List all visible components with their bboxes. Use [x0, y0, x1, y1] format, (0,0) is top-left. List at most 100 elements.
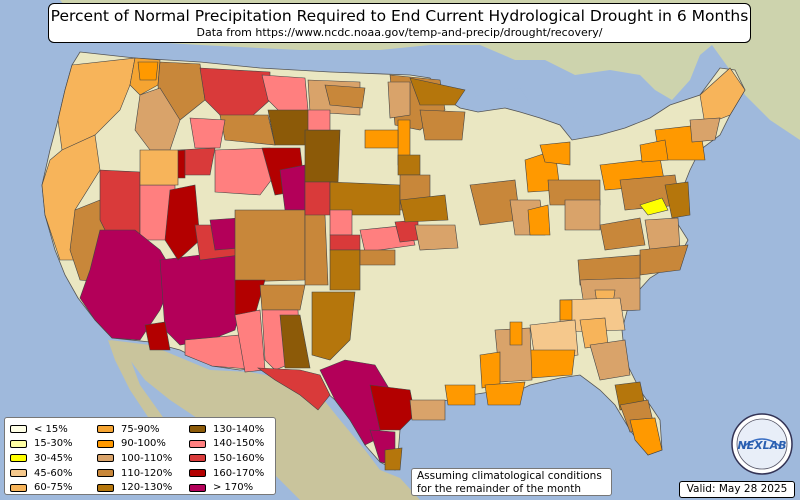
legend-item: 45-60% [10, 466, 73, 481]
region [189, 117, 226, 149]
note-box: Assuming climatological conditions for t… [411, 468, 612, 496]
legend-swatch [10, 425, 27, 434]
region [384, 447, 403, 471]
region [256, 367, 331, 411]
legend-item: 75-90% [97, 422, 172, 437]
region [214, 147, 276, 196]
legend-swatch [10, 439, 27, 448]
legend-item: < 15% [10, 422, 73, 437]
legend-swatch [189, 439, 206, 448]
legend-label: 150-160% [213, 452, 265, 464]
region [409, 77, 466, 106]
legend-item: 130-140% [189, 422, 264, 437]
region [304, 209, 329, 286]
region [304, 129, 341, 183]
legend-label: 130-140% [213, 423, 265, 435]
region [564, 199, 601, 231]
region [664, 181, 691, 219]
legend-label: 90-100% [121, 438, 166, 450]
note-line-1: Assuming climatological conditions [417, 470, 602, 482]
region [324, 84, 366, 109]
region [639, 139, 669, 163]
legend-swatch [189, 469, 206, 478]
legend-label: 120-130% [121, 482, 173, 494]
region [484, 381, 526, 406]
logo-text: NEXLAB [737, 439, 786, 452]
drought-regions [41, 57, 746, 471]
region [79, 229, 176, 341]
region [599, 217, 646, 251]
legend-column-2: 75-90% 90-100% 100-110% 110-120% 120-130% [97, 422, 172, 495]
region [639, 197, 669, 216]
legend-swatch [97, 425, 114, 434]
region [359, 249, 396, 266]
legend-column-1: < 15% 15-30% 30-45% 45-60% 60-75% [10, 422, 73, 495]
region [304, 181, 331, 216]
legend-item: 100-110% [97, 451, 172, 466]
legend-swatch [189, 454, 206, 463]
legend-swatch [97, 454, 114, 463]
legend-item: 90-100% [97, 437, 172, 452]
legend-label: 60-75% [34, 482, 73, 494]
region [41, 134, 101, 261]
legend-item: 160-170% [189, 466, 264, 481]
note-line-2: for the remainder of the month [417, 482, 582, 495]
legend-swatch [189, 483, 206, 492]
legend-swatch [10, 469, 27, 478]
legend-item: 30-45% [10, 451, 73, 466]
region [444, 384, 476, 406]
region [409, 399, 446, 421]
region [589, 339, 631, 381]
region [559, 297, 626, 333]
region [139, 149, 179, 186]
region [399, 194, 449, 223]
region [144, 321, 171, 351]
legend-label: 160-170% [213, 467, 265, 479]
legend-swatch [10, 454, 27, 463]
legend-label: 15-30% [34, 438, 73, 450]
title-box: Percent of Normal Precipitation Required… [48, 3, 751, 43]
region [219, 114, 276, 146]
legend-label: > 170% [213, 482, 254, 494]
region [329, 209, 353, 236]
region [387, 81, 411, 119]
legend-label: 100-110% [121, 452, 173, 464]
legend-label: 45-60% [34, 467, 73, 479]
legend-swatch [97, 483, 114, 492]
legend-swatch [97, 439, 114, 448]
region [307, 109, 331, 131]
legend-label: 30-45% [34, 452, 73, 464]
nexlab-logo: NEXLAB [731, 413, 793, 475]
region [159, 249, 246, 346]
region [364, 129, 399, 149]
region [419, 109, 466, 141]
legend-item: > 170% [189, 480, 264, 495]
valid-date: Valid: May 28 2025 [679, 481, 795, 498]
legend-swatch [97, 469, 114, 478]
legend-swatch [189, 425, 206, 434]
legend-column-3: 130-140% 140-150% 150-160% 160-170% > 170% [189, 422, 264, 495]
region [414, 224, 459, 251]
legend-swatch [10, 483, 27, 492]
region [329, 181, 401, 216]
region [279, 314, 311, 369]
region [559, 299, 573, 321]
legend-item: 60-75% [10, 480, 73, 495]
legend-item: 15-30% [10, 437, 73, 452]
region [369, 384, 416, 431]
region [529, 349, 576, 379]
region [137, 61, 159, 81]
region [539, 141, 571, 166]
region [397, 154, 421, 176]
legend-item: 140-150% [189, 437, 264, 452]
legend-label: 75-90% [121, 423, 160, 435]
region [164, 184, 201, 261]
region [689, 117, 721, 143]
legend-label: 110-120% [121, 467, 173, 479]
region [509, 321, 523, 346]
region [259, 284, 306, 311]
map-title: Percent of Normal Precipitation Required… [50, 7, 749, 25]
legend-label: < 15% [34, 423, 68, 435]
